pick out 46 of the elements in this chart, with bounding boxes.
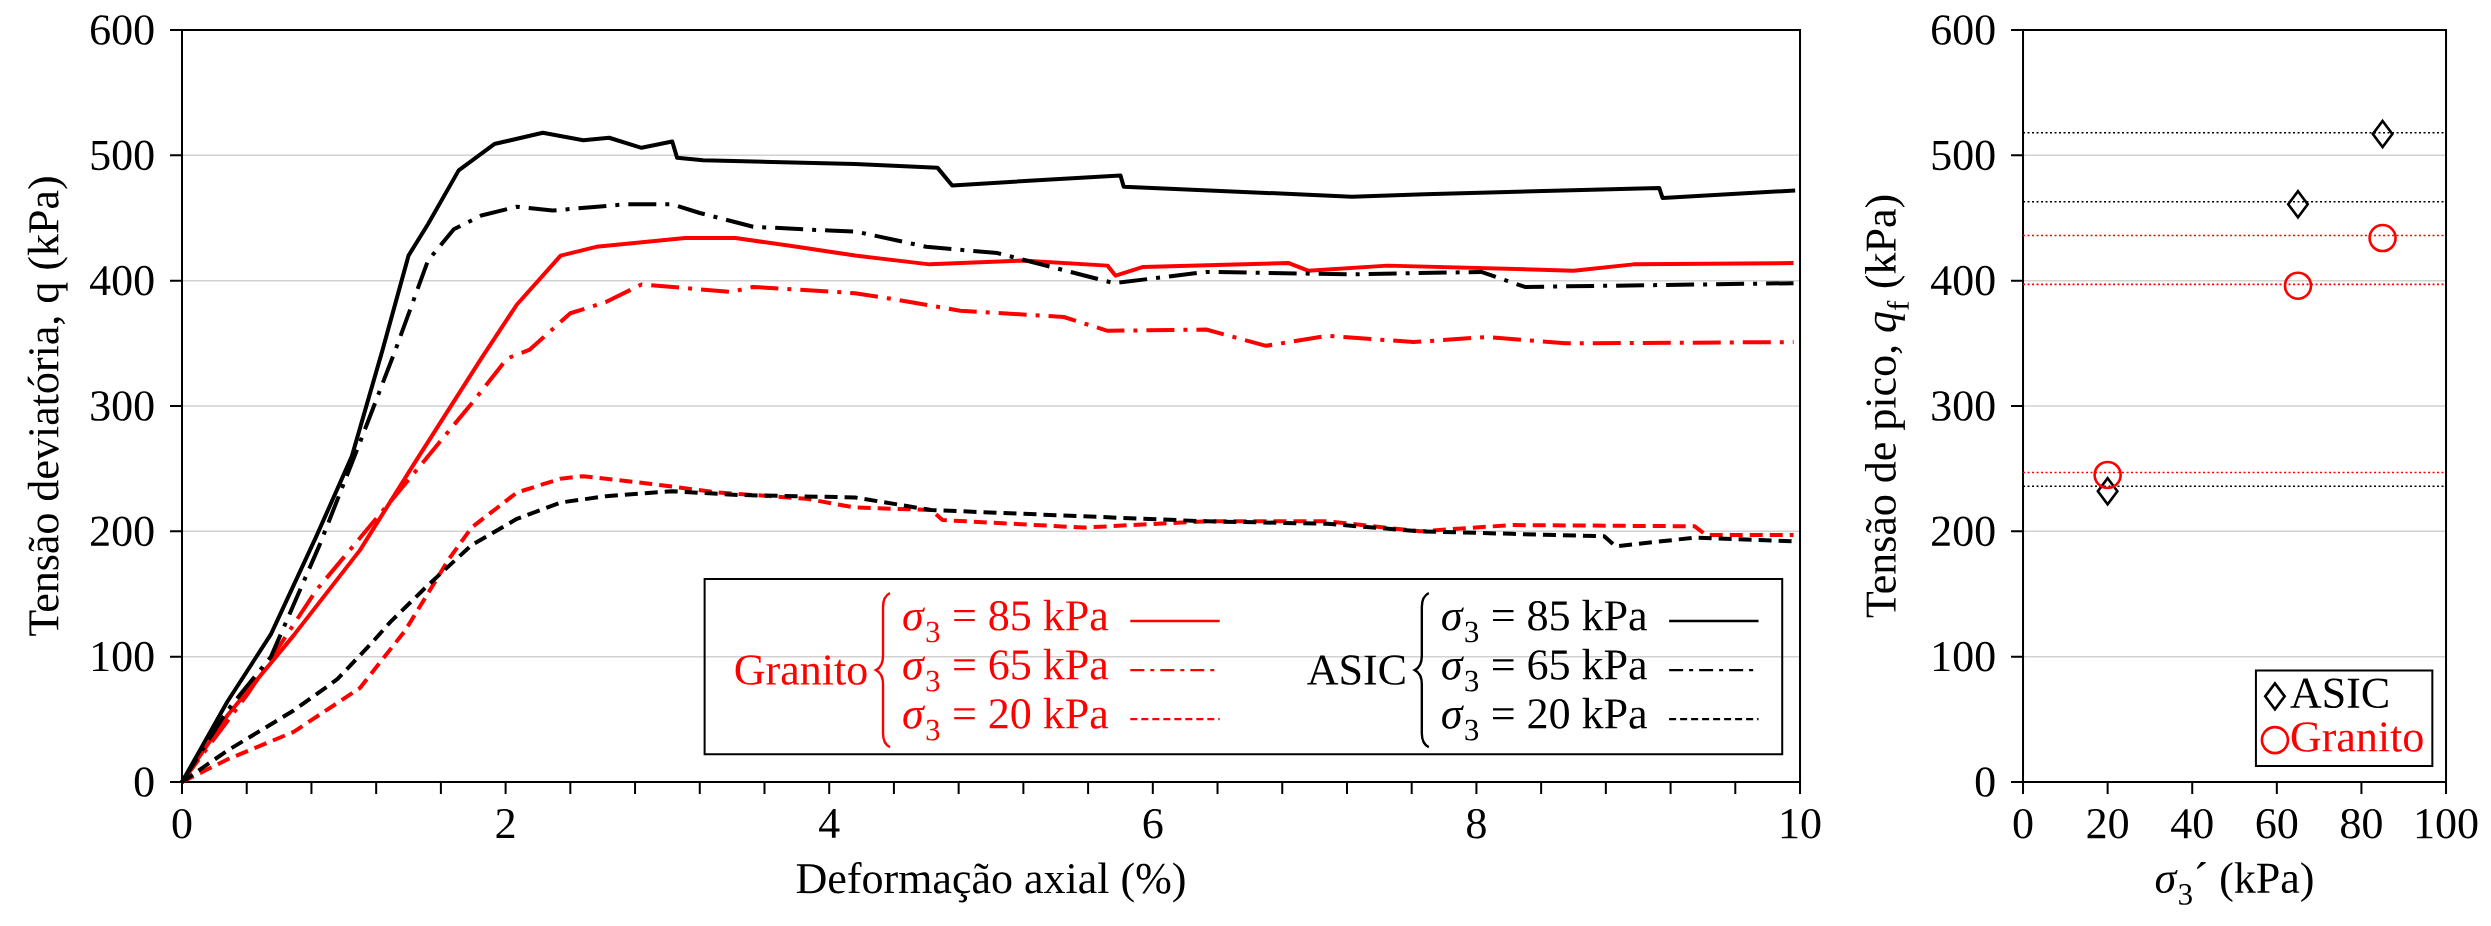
y-tick-label: 100 bbox=[93, 641, 154, 672]
y-tick-label: 400 bbox=[90, 265, 154, 296]
y-tick-label: 0 bbox=[134, 767, 154, 797]
y-axis-title: Tensão deviatória, q (kPa) bbox=[27, 177, 68, 636]
x-tick-label: 60 bbox=[2256, 808, 2298, 839]
point bbox=[2371, 119, 2394, 149]
x-tick-label: 80 bbox=[2341, 808, 2382, 839]
y-tick-label: 200 bbox=[91, 516, 154, 547]
y-tick-label: 500 bbox=[1932, 140, 1995, 171]
legend-label: σ$_{3}$ = 65 kPa bbox=[1442, 648, 1647, 692]
x-tick-label: 4 bbox=[819, 808, 840, 838]
x-tick-label: 100 bbox=[2416, 808, 2478, 839]
x-tick-label: 0 bbox=[2013, 808, 2033, 839]
x-tick-label: 2 bbox=[496, 808, 515, 838]
annotation: ASIC bbox=[1307, 655, 1405, 685]
point bbox=[2368, 223, 2397, 253]
legend-label: σ$_{3}$ = 65 kPa bbox=[903, 648, 1109, 692]
y-axis-title: Tensão de pico, q$_{f}$ (kPa) bbox=[1864, 195, 1909, 618]
legend-label: Granito bbox=[2291, 722, 2423, 752]
annotation: Granito bbox=[735, 655, 867, 685]
x-tick-label: 6 bbox=[1143, 808, 1163, 839]
y-tick-label: 600 bbox=[91, 15, 154, 45]
x-axis-title: Deformação axial (%) bbox=[796, 862, 1185, 903]
y-tick-label: 600 bbox=[1932, 15, 1995, 45]
y-tick-label: 500 bbox=[91, 140, 154, 171]
point bbox=[2286, 189, 2310, 219]
x-tick-label: 10 bbox=[1781, 808, 1821, 839]
legend-label: σ$_{3}$ = 85 kPa bbox=[1442, 599, 1647, 643]
y-tick-label: 200 bbox=[1932, 516, 1995, 547]
legend-label: σ$_{3}$ = 85 kPa bbox=[903, 599, 1109, 643]
y-tick-label: 0 bbox=[1975, 767, 1995, 797]
legend-label: σ$_{3}$ = 20 kPa bbox=[1442, 697, 1647, 741]
legend-label: σ$_{3}$ = 20 kPa bbox=[903, 697, 1109, 741]
y-tick-label: 300 bbox=[1932, 391, 1995, 421]
y-tick-label: 300 bbox=[91, 391, 154, 421]
x-tick-label: 8 bbox=[1467, 808, 1486, 839]
x-tick-label: 0 bbox=[172, 808, 192, 839]
legend-label: ASIC bbox=[2290, 678, 2388, 709]
point bbox=[2093, 460, 2122, 490]
x-tick-label: 40 bbox=[2171, 808, 2213, 839]
x-axis-title: σ$_{3}$´ (kPa) bbox=[2155, 862, 2313, 905]
y-tick-label: 100 bbox=[1934, 641, 1995, 672]
x-tick-label: 20 bbox=[2087, 808, 2128, 839]
point bbox=[2096, 476, 2119, 506]
y-tick-label: 400 bbox=[1931, 265, 1995, 296]
point bbox=[2283, 271, 2313, 300]
